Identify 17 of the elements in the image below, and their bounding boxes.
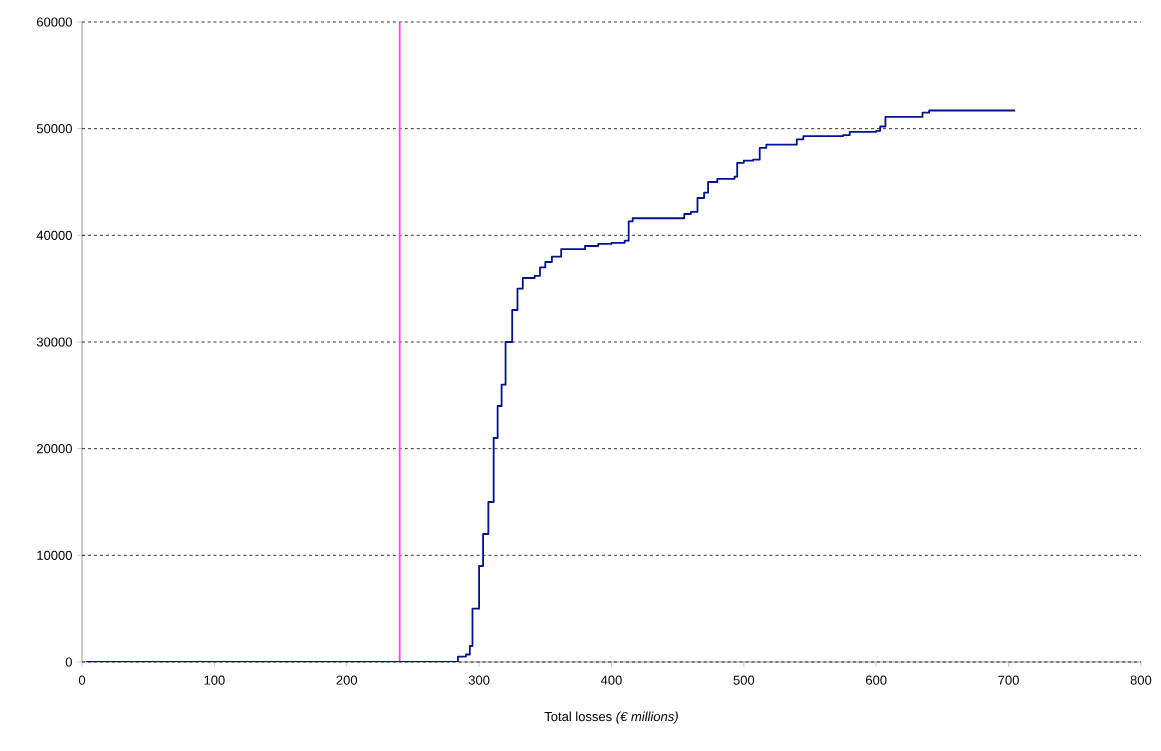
x-tick-label: 0 (78, 675, 86, 685)
y-tick-label: 60000 (36, 17, 72, 27)
x-tick-label: 400 (600, 675, 622, 685)
x-tick-label: 200 (336, 675, 358, 685)
x-tick-label: 800 (1130, 675, 1152, 685)
y-tick-label: 50000 (36, 124, 72, 134)
x-tick-label: 300 (468, 675, 490, 685)
x-axis-title: Total losses (€ millions) (544, 711, 678, 724)
x-tick-label: 600 (866, 675, 887, 685)
y-tick-label: 0 (65, 657, 72, 667)
y-tick-label: 20000 (36, 444, 72, 454)
y-tick-label: 10000 (37, 550, 72, 560)
x-tick-label: 100 (204, 675, 225, 685)
y-tick-label: 30000 (36, 337, 72, 347)
x-tick-label: 500 (733, 675, 755, 685)
y-tick-label: 40000 (36, 230, 72, 240)
x-tick-label: 700 (998, 675, 1019, 685)
